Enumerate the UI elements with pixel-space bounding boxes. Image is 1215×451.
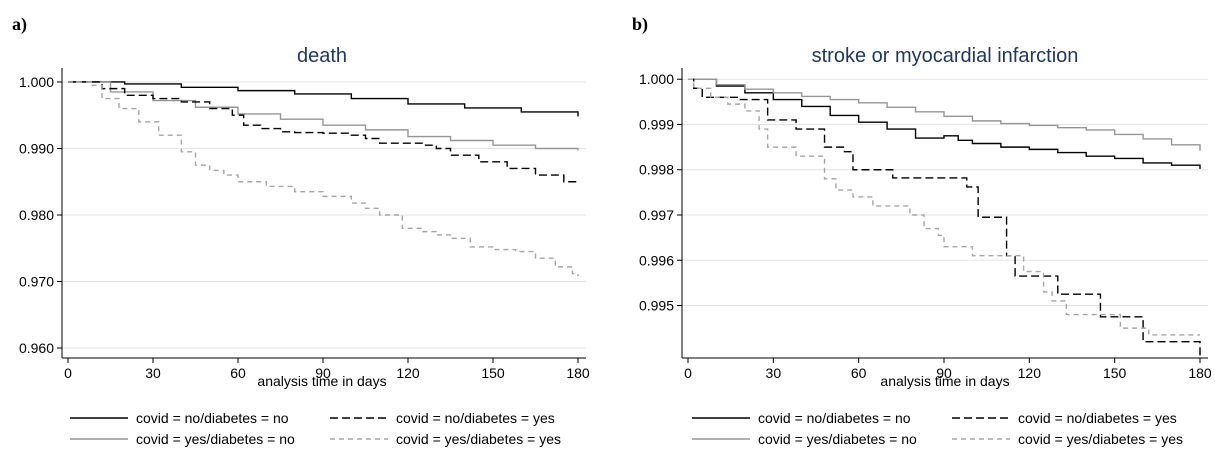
y-tick-label-a: 0.970: [19, 274, 54, 290]
legend-label-a-3: covid = yes/diabetes = yes: [396, 431, 561, 447]
x-tick-label-b: 150: [1103, 365, 1127, 381]
panel-label-a: a): [12, 14, 27, 35]
y-tick-label-a: 1.000: [19, 74, 54, 90]
legend-label-a-1: covid = yes/diabetes = no: [136, 431, 295, 447]
panel-label-b: b): [632, 14, 648, 35]
chart-panel-a: a) death 1.000 0.990 0.980 0.970 0.960 0 30 60 9…: [12, 14, 590, 447]
series-line-a-0: [68, 81, 579, 117]
x-axis-title-b: analysis time in days: [880, 373, 1009, 389]
gridlines-a: [62, 81, 586, 349]
series-line-b-1: [688, 78, 1201, 151]
gridlines-b: [682, 78, 1208, 307]
y-tick-label-b: 0.995: [639, 298, 674, 314]
series-line-a-2: [68, 81, 579, 184]
x-tick-label-b: 60: [851, 365, 867, 381]
series-line-b-0: [688, 78, 1201, 169]
legend-label-b-1: covid = yes/diabetes = no: [758, 431, 917, 447]
y-tick-label-a: 0.990: [19, 140, 54, 156]
x-tick-label-a: 180: [566, 365, 590, 381]
axes-b: 1.000 0.999 0.998 0.997 0.996 0.995 0 30 60 90 120…: [639, 68, 1212, 381]
x-axis-title-a: analysis time in days: [257, 373, 386, 389]
x-tick-label-a: 150: [481, 365, 505, 381]
y-tick-label-b: 0.998: [639, 162, 674, 178]
axes-a: 1.000 0.990 0.980 0.970 0.960 0 30 60 90 120 150 18…: [19, 68, 590, 381]
series-line-b-3: [688, 78, 1200, 336]
x-tick-label-a: 30: [145, 365, 161, 381]
x-tick-label-a: 90: [315, 365, 331, 381]
series-lines-b: [688, 78, 1201, 358]
y-tick-label-b: 0.996: [639, 252, 674, 268]
x-tick-label-b: 30: [766, 365, 782, 381]
y-tick-label-b: 1.000: [639, 71, 674, 87]
series-line-b-2: [688, 78, 1201, 358]
chart-title-b: stroke or myocardial infarction: [812, 45, 1079, 67]
legend-label-a-2: covid = no/diabetes = yes: [396, 410, 555, 426]
legend-a: covid = no/diabetes = no covid = no/diabe…: [70, 410, 561, 447]
series-lines-a: [68, 81, 579, 277]
y-tick-label-b: 0.997: [639, 207, 674, 223]
y-tick-label-a: 0.980: [19, 207, 54, 223]
x-tick-label-b: 120: [1018, 365, 1042, 381]
x-tick-label-b: 90: [936, 365, 952, 381]
chart-panel-b: b) stroke or myocardial infarction 1.000…: [632, 14, 1212, 447]
y-tick-label-b: 0.999: [639, 116, 674, 132]
x-tick-label-b: 0: [684, 365, 692, 381]
x-tick-label-a: 120: [396, 365, 420, 381]
series-line-a-1: [68, 81, 579, 151]
legend-label-b-0: covid = no/diabetes = no: [758, 410, 911, 426]
legend-label-a-0: covid = no/diabetes = no: [136, 410, 289, 426]
series-line-a-3: [68, 81, 579, 277]
chart-title-a: death: [297, 45, 347, 67]
legend-label-b-2: covid = no/diabetes = yes: [1018, 410, 1177, 426]
x-tick-label-b: 180: [1188, 365, 1212, 381]
y-tick-label-a: 0.960: [19, 340, 54, 356]
x-tick-label-a: 60: [230, 365, 246, 381]
x-tick-label-a: 0: [64, 365, 72, 381]
legend-label-b-3: covid = yes/diabetes = yes: [1018, 431, 1183, 447]
legend-b: covid = no/diabetes = no covid = no/diabe…: [692, 410, 1183, 447]
